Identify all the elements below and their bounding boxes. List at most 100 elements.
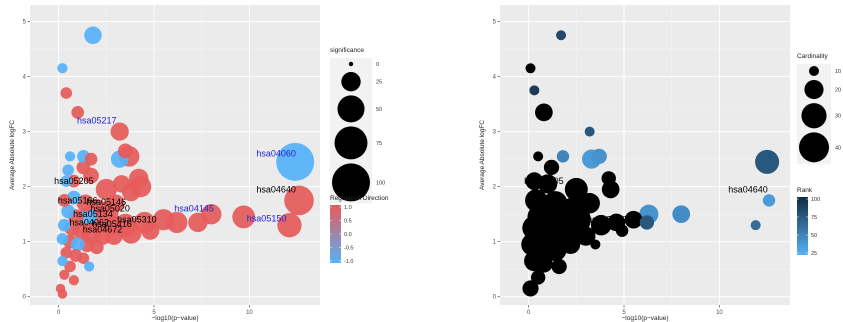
data-point: [188, 212, 208, 233]
data-point: [535, 254, 553, 273]
data-point: [57, 255, 68, 267]
size-legend-dot: [809, 66, 819, 76]
data-point: [70, 237, 85, 252]
data-point: [110, 122, 129, 141]
data-point: [590, 239, 601, 250]
x-tick-label: 0: [527, 310, 531, 316]
point-label-hsa05310: hsa05310: [587, 215, 627, 225]
data-point: [107, 194, 125, 212]
data-point: [584, 126, 595, 137]
data-point: [530, 270, 546, 285]
color-legend-label: 50: [811, 233, 817, 239]
data-point: [57, 63, 68, 74]
x-tick-label: 10: [716, 310, 723, 316]
size-legend-dot: [799, 132, 829, 163]
data-point: [60, 175, 73, 187]
data-point: [522, 280, 539, 297]
size-legend-dot: [804, 80, 824, 100]
size-legend-dot: [337, 95, 365, 123]
data-point: [284, 185, 314, 216]
data-point: [579, 192, 600, 214]
size-legend: Cardinality 10 20 30 40: [797, 53, 841, 165]
x-tick-label: 5: [622, 310, 626, 316]
data-point: [84, 26, 102, 44]
data-point: [762, 194, 776, 207]
point-label-hsa05205: hsa05205: [524, 176, 564, 186]
point-label-hsa05416: hsa05416: [92, 219, 132, 229]
data-point: [57, 289, 68, 299]
y-tick-label: 5: [493, 20, 497, 26]
data-point: [521, 233, 544, 256]
data-point: [525, 189, 548, 212]
size-legend-label: 40: [835, 145, 841, 151]
y-tick-label: 4: [23, 75, 27, 81]
point-label-hsa04672: hsa04672: [83, 225, 123, 235]
point-label-hsa05146: hsa05146: [87, 197, 127, 207]
data-point: [543, 159, 560, 176]
point-label-hsa04640: hsa04640: [728, 184, 768, 194]
y-tick-label: 3: [23, 130, 27, 136]
size-legend-label: 50: [376, 107, 382, 113]
color-legend-label: 0.5: [344, 219, 352, 225]
size-legend-dot: [348, 61, 354, 67]
size-legend-dot: [332, 163, 370, 202]
data-point: [77, 252, 90, 264]
x-axis-title: −log10(p−value): [622, 315, 669, 322]
y-tick-label: 1: [493, 240, 497, 246]
color-legend-bar: [797, 197, 808, 255]
data-point: [62, 164, 74, 176]
data-point: [166, 211, 188, 233]
data-point: [591, 148, 607, 165]
y-tick-label: 4: [493, 75, 497, 81]
color-legend-title: Regulation Direction: [330, 195, 389, 202]
data-point: [750, 220, 761, 231]
size-legend-label: 75: [376, 141, 382, 147]
point-label-hsa04062: hsa04062: [69, 217, 109, 227]
data-point: [76, 194, 95, 212]
data-point: [61, 204, 76, 219]
data-point: [561, 197, 584, 220]
size-legend-label: 25: [376, 80, 382, 86]
data-point: [120, 223, 142, 244]
color-legend-title: Rank: [797, 187, 813, 194]
x-tick-label: 5: [152, 310, 156, 316]
y-tick-label: 2: [493, 185, 497, 191]
data-point: [624, 210, 643, 229]
size-legend-label: 10: [835, 69, 841, 75]
size-legend-label: 0: [376, 62, 379, 68]
size-legend-label: 30: [835, 114, 841, 120]
color-legend-label: 100: [811, 197, 820, 203]
point-label-hsa05166: hsa05166: [58, 195, 98, 205]
data-point: [544, 238, 567, 262]
y-tick-label: 5: [23, 20, 27, 26]
data-point: [117, 143, 133, 159]
size-legend-title: significance: [330, 47, 364, 54]
data-point: [556, 30, 567, 41]
data-point: [525, 63, 536, 74]
data-point: [601, 171, 616, 186]
data-point: [64, 151, 76, 162]
color-legend-label: 0.0: [344, 232, 352, 238]
data-point: [71, 105, 85, 119]
color-legend-label: -1.0: [344, 259, 353, 265]
data-point: [95, 178, 117, 200]
data-point: [522, 215, 547, 240]
data-point: [141, 221, 160, 240]
data-point: [639, 215, 655, 230]
data-point: [525, 172, 544, 190]
point-label-hsa05134: hsa05134: [73, 209, 113, 219]
y-tick-label: 1: [23, 240, 27, 246]
data-point: [277, 213, 302, 238]
data-point: [551, 258, 567, 275]
point-label-hsa04145: hsa04145: [174, 204, 214, 214]
data-point: [112, 175, 131, 193]
data-point: [60, 246, 73, 259]
data-point: [84, 261, 95, 272]
data-point: [672, 205, 691, 224]
data-point: [129, 168, 149, 189]
point-label-hsa05205: hsa05205: [54, 176, 94, 186]
color-legend-label: 25: [811, 251, 817, 257]
data-point: [68, 275, 80, 286]
